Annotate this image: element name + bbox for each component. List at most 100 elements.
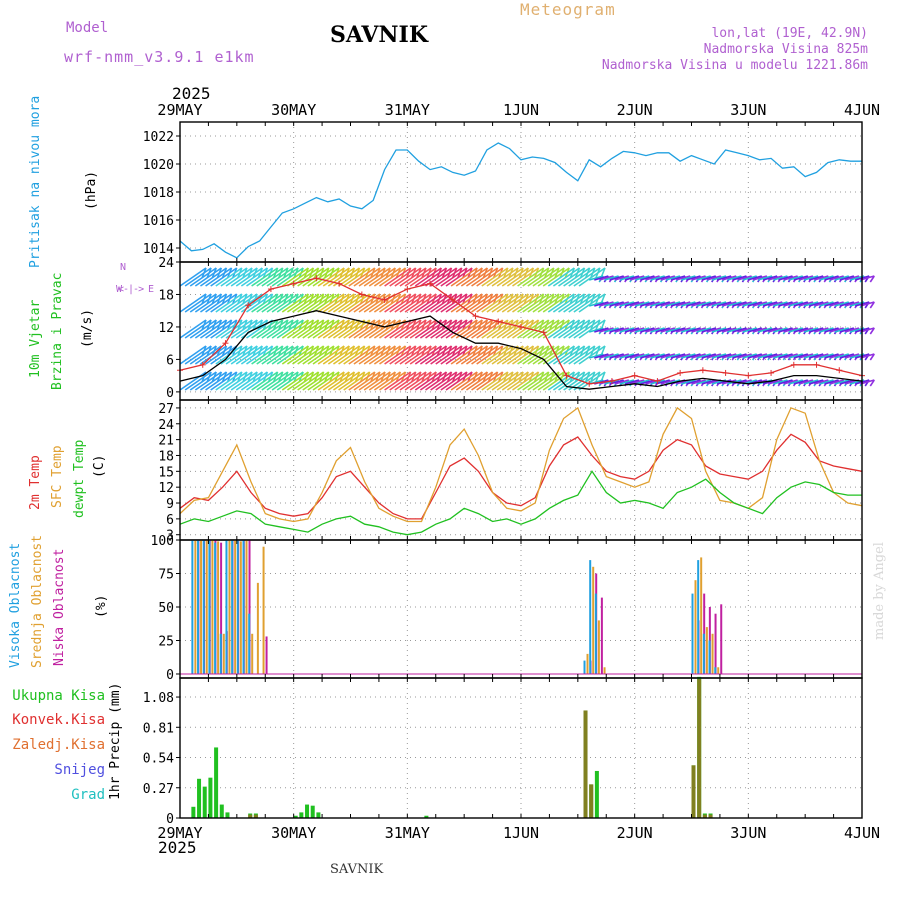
wind-barb <box>379 267 406 287</box>
precip-bar-convective <box>583 710 588 818</box>
wind-barb <box>547 293 575 313</box>
wind-barb <box>460 371 488 391</box>
wind-barb <box>773 327 788 333</box>
cloud-bar-high <box>219 633 222 674</box>
wind-barb <box>578 319 606 339</box>
wind-barb <box>824 301 839 307</box>
legend-freezing-rain: Zaledj.Kisa <box>12 737 105 753</box>
wind-barb <box>773 353 788 359</box>
wind-barb <box>404 293 432 313</box>
wind-barb <box>599 353 614 359</box>
wind-barb <box>824 379 839 385</box>
y-tick-label: 1.08 <box>143 691 174 706</box>
wind-barb <box>578 293 606 313</box>
wind-barb <box>297 319 325 339</box>
wind-barb <box>568 345 596 365</box>
wind-barb <box>640 275 655 281</box>
wind-barb <box>332 371 360 391</box>
wind-barb <box>205 319 233 339</box>
wind-barb <box>655 301 670 307</box>
wind-barb <box>604 327 619 333</box>
wind-barb <box>460 267 488 287</box>
wind-barb <box>512 371 539 391</box>
wind-barb <box>286 267 314 287</box>
wind-barb <box>532 371 560 391</box>
wind-barb <box>768 327 783 333</box>
wind-barb <box>246 267 273 287</box>
wind-barb <box>332 345 360 365</box>
wind-barb <box>373 371 401 391</box>
wind-barb <box>716 301 732 307</box>
wind-barb <box>317 293 345 313</box>
wind-barb <box>373 345 401 365</box>
wind-barb <box>512 319 539 339</box>
cloud-bar-high <box>191 540 194 674</box>
wind-barb <box>189 293 217 313</box>
cloud-bar-low <box>248 540 251 674</box>
wind-barb <box>609 353 624 359</box>
wind-barb <box>645 327 660 333</box>
wind-barb <box>256 293 284 313</box>
wind-barb <box>834 275 849 281</box>
wind-barb <box>696 301 711 307</box>
wind-barb <box>727 327 742 333</box>
wind-barb <box>307 293 335 313</box>
wind-barb <box>793 379 809 385</box>
cloud-bar-high <box>708 640 711 674</box>
x-tick-label-top: 31MAY <box>385 101 430 119</box>
wind-barb <box>184 319 212 339</box>
wind-barb <box>742 327 757 333</box>
wind-barb <box>640 379 655 385</box>
wind-barb <box>286 319 314 339</box>
precip-bar-total <box>424 815 429 818</box>
wind-barb <box>552 293 580 313</box>
footer-station: SAVNIK <box>330 862 384 877</box>
wind-barb <box>824 275 839 281</box>
wind-barb <box>353 267 381 287</box>
wind-barb <box>297 345 325 365</box>
wind-barb <box>558 371 585 391</box>
year-bottom: 2025 <box>158 838 197 857</box>
wind-barb <box>327 267 355 287</box>
wind-barb <box>527 293 555 313</box>
wind-barb <box>768 353 783 359</box>
wind-barb <box>353 319 381 339</box>
wind-barb <box>844 353 860 359</box>
wind-barb <box>655 327 670 333</box>
wind-barb <box>839 379 855 385</box>
wind-barb <box>635 275 650 281</box>
precip-bar-total <box>214 747 219 818</box>
wind-barb <box>430 345 458 365</box>
wind-barb <box>496 371 524 391</box>
wind-barb <box>225 293 253 313</box>
precip-bar-total <box>202 786 207 818</box>
wind-barb <box>522 319 550 339</box>
wind-barb <box>338 371 366 391</box>
wind-barb <box>635 301 650 307</box>
wind-barb <box>716 327 732 333</box>
wind-barb <box>246 371 273 391</box>
wind-barb <box>312 319 340 339</box>
wind-barb <box>194 267 222 287</box>
wind-barb <box>302 293 330 313</box>
y-tick-label: 1014 <box>143 242 174 257</box>
wind-barb <box>573 293 601 313</box>
wind-barb <box>629 301 645 307</box>
wind-barb <box>373 267 401 287</box>
precip-bar-total <box>299 812 304 818</box>
x-tick-label-top: 2JUN <box>617 101 653 119</box>
wind-barb <box>869 379 875 387</box>
cloud-bar-high <box>248 613 251 674</box>
wind-barb <box>302 345 330 365</box>
cloud-bar-high <box>236 540 239 674</box>
wind-barb <box>706 353 722 359</box>
wind-barb <box>814 275 829 281</box>
wind-barb <box>737 301 752 307</box>
wind-barb <box>819 275 834 281</box>
wind-barb <box>317 319 345 339</box>
wind-barb <box>701 327 716 333</box>
wind-barb <box>808 379 824 385</box>
cloud-bar-mid <box>239 541 242 674</box>
wind-barb <box>844 275 860 281</box>
wind-barb <box>706 327 722 333</box>
